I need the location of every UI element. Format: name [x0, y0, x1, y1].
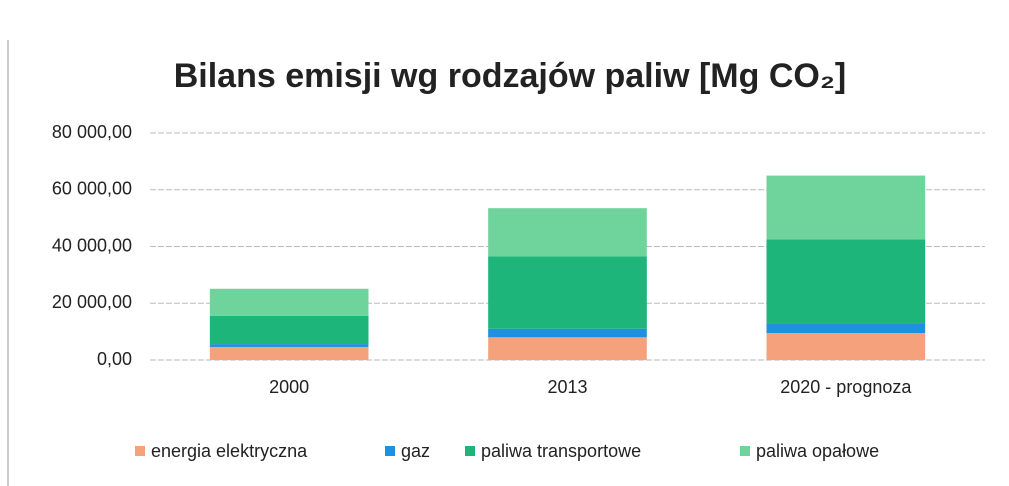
- y-tick-label: 80 000,00: [52, 122, 132, 142]
- bar-segment: [209, 346, 369, 360]
- y-tick-label: 60 000,00: [52, 179, 132, 199]
- bar-segment: [766, 175, 926, 240]
- y-tick-label: 20 000,00: [52, 292, 132, 312]
- bar-segment: [209, 344, 369, 347]
- bar-segment: [488, 337, 647, 360]
- bar-segment: [488, 208, 647, 257]
- legend-swatch: [135, 446, 145, 456]
- bar-segment: [766, 239, 926, 324]
- legend-swatch: [465, 446, 475, 456]
- bar-segment: [209, 288, 369, 316]
- chart-title: Bilans emisji wg rodzajów paliw [Mg CO₂]: [174, 57, 847, 95]
- y-tick-label: 0,00: [97, 349, 132, 369]
- y-tick-label: 40 000,00: [52, 235, 132, 255]
- x-tick-label: 2000: [269, 377, 309, 397]
- bar-segment: [766, 333, 926, 360]
- legend-label: gaz: [401, 441, 430, 461]
- bar-segment: [488, 328, 647, 338]
- bar-segment: [766, 323, 926, 334]
- legend-label: paliwa transportowe: [481, 441, 641, 461]
- x-tick-label: 2013: [547, 377, 587, 397]
- legend-label: paliwa opałowe: [756, 441, 879, 461]
- bar-segment: [209, 315, 369, 345]
- legend-swatch: [385, 446, 395, 456]
- x-tick-label: 2020 - prognoza: [780, 377, 912, 397]
- bar-segment: [488, 256, 647, 329]
- legend-label: energia elektryczna: [151, 441, 308, 461]
- legend-swatch: [740, 446, 750, 456]
